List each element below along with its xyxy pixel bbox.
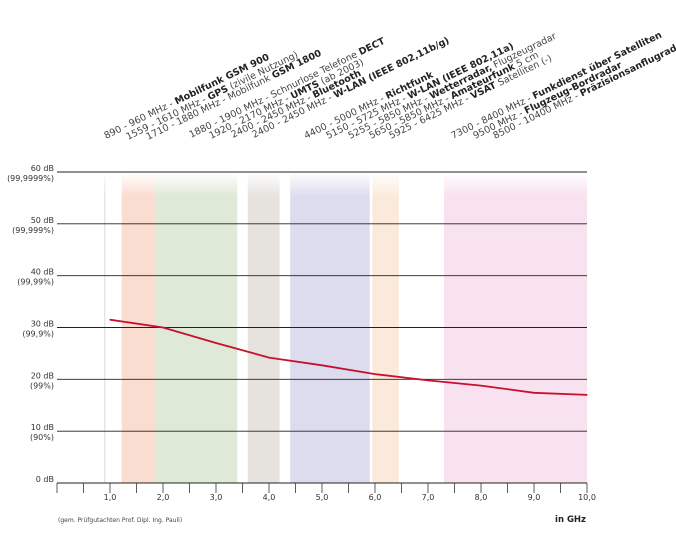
x-tick-label-1: 1,0 <box>104 493 117 502</box>
series-point-5 <box>321 364 323 366</box>
y-tick-db-40: 40 dB <box>31 268 54 277</box>
series-point-3 <box>215 342 217 344</box>
x-axis-unit-label: in GHz <box>555 515 586 525</box>
series-point-10 <box>586 394 588 396</box>
band-fade <box>57 172 587 242</box>
x-tick-label-9: 9,0 <box>528 493 541 502</box>
x-tick-label-6: 6,0 <box>369 493 382 502</box>
y-tick-pct-20: (99%) <box>30 381 54 390</box>
x-tick-label-5: 5,0 <box>316 493 329 502</box>
x-tick-label-2: 2,0 <box>157 493 170 502</box>
y-tick-pct-30: (99,9%) <box>22 330 54 339</box>
y-axis: 0 dB 10 dB(90%) 20 dB(99%) 30 dB(99,9%) 40 d… <box>7 164 54 484</box>
series-point-1 <box>109 319 111 321</box>
x-tick-label-3: 3,0 <box>210 493 223 502</box>
x-tick-label-7: 7,0 <box>422 493 435 502</box>
y-tick-db-10: 10 dB <box>31 423 54 432</box>
series-point-6 <box>374 373 376 375</box>
series-point-7 <box>427 379 429 381</box>
series-point-8 <box>480 384 482 387</box>
y-tick-pct-60: (99,9999%) <box>7 174 54 183</box>
y-tick-pct-10: (90%) <box>30 433 54 442</box>
y-tick-db-50: 50 dB <box>31 216 54 225</box>
series-line-1 <box>109 318 588 396</box>
x-axis: 1,0 2,0 3,0 4,0 5,0 6,0 7,0 8,0 9,0 10,0 <box>56 483 596 502</box>
x-tick-label-10: 10,0 <box>578 493 596 502</box>
series-point-9 <box>533 392 535 394</box>
y-tick-db-0: 0 dB <box>36 475 54 484</box>
y-tick-pct-40: (99,99%) <box>17 278 54 287</box>
y-tick-db-30: 30 dB <box>31 320 54 329</box>
y-tick-db-20: 20 dB <box>31 371 54 380</box>
series-point-4 <box>268 356 270 359</box>
x-tick-label-8: 8,0 <box>475 493 488 502</box>
gridlines <box>57 171 587 484</box>
y-tick-db-60: 60 dB <box>31 164 54 173</box>
series <box>109 318 588 396</box>
footnote: (gem. Prüfgutachten Prof. Dipl. Ing. Pau… <box>58 517 182 524</box>
x-tick-label-4: 4,0 <box>263 493 276 502</box>
y-tick-pct-50: (99,999%) <box>12 226 54 235</box>
series-point-2 <box>162 326 164 329</box>
